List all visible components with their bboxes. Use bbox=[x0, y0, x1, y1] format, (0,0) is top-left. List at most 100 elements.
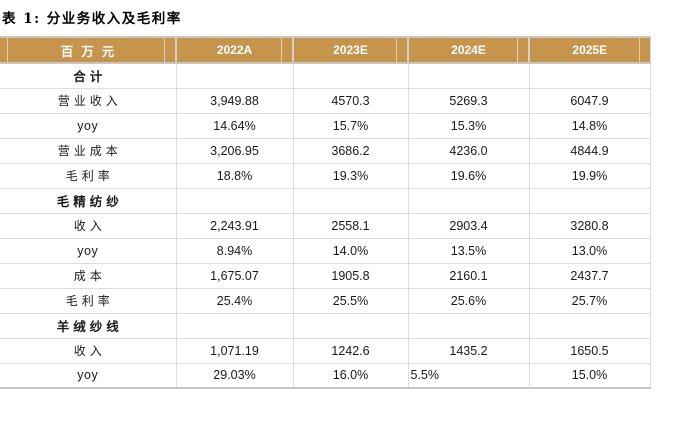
value-cell: 19.6% bbox=[407, 162, 529, 188]
row-label-cell: 收入 bbox=[0, 212, 176, 238]
value-cell: 3,949.88 bbox=[175, 87, 293, 113]
value-cell: 8.94% bbox=[175, 237, 293, 263]
value-cell: 1,071.19 bbox=[175, 337, 293, 363]
row-label: 毛精纺纱 bbox=[56, 194, 123, 209]
row-label-cell: yoy bbox=[0, 112, 176, 138]
data-row: 成本 1,675.07 1905.8 2160.1 2437.7 bbox=[0, 262, 650, 288]
value-cell bbox=[175, 187, 293, 213]
row-label-cell: 毛精纺纱 bbox=[0, 187, 176, 213]
value-cell: 25.7% bbox=[528, 287, 650, 313]
data-row: 营业成本 3,206.95 3686.2 4236.0 4844.9 bbox=[0, 137, 650, 163]
section-row: 毛精纺纱 bbox=[0, 187, 650, 213]
value-cell bbox=[407, 312, 529, 338]
business-revenue-margin-table: 百万元 2022A 2023E 2024E 2025E 合计营业收入 3,949.… bbox=[0, 36, 651, 389]
value-cell bbox=[407, 187, 529, 213]
row-label: yoy bbox=[77, 118, 99, 133]
value-cell: 5.5% bbox=[407, 362, 529, 389]
row-label: 合计 bbox=[73, 69, 107, 85]
row-label-cell: 合计 bbox=[0, 62, 176, 88]
data-row: 毛利率 18.8% 19.3% 19.6% 19.9% bbox=[0, 162, 650, 188]
value-cell: 29.03% bbox=[175, 362, 293, 389]
row-label-cell: 营业成本 bbox=[0, 137, 176, 163]
value-cell: 4844.9 bbox=[528, 137, 650, 163]
value-cell: 4236.0 bbox=[407, 137, 529, 163]
data-row: yoy 29.03% 16.0% 5.5% 15.0% bbox=[0, 362, 650, 389]
value-cell: 25.5% bbox=[292, 287, 408, 313]
table-title: 表 1: 分业务收入及毛利率 bbox=[2, 11, 182, 27]
column-header-2025e: 2025E bbox=[528, 36, 650, 64]
value-cell: 2903.4 bbox=[407, 212, 529, 238]
value-cell: 15.7% bbox=[292, 112, 408, 138]
data-row: 收入 1,071.19 1242.6 1435.2 1650.5 bbox=[0, 337, 650, 363]
row-label: yoy bbox=[77, 243, 99, 258]
value-cell: 19.9% bbox=[528, 162, 650, 188]
value-cell bbox=[528, 62, 650, 88]
row-label-cell: yoy bbox=[0, 237, 176, 263]
table-body: 合计营业收入 3,949.88 4570.3 5269.3 6047.9 yoy 14.64… bbox=[0, 62, 650, 389]
data-row: 营业收入 3,949.88 4570.3 5269.3 6047.9 bbox=[0, 87, 650, 113]
row-label: 收入 bbox=[73, 344, 106, 358]
value-cell: 13.5% bbox=[407, 237, 529, 263]
value-cell bbox=[292, 62, 408, 88]
value-cell: 3,206.95 bbox=[175, 137, 293, 163]
value-cell: 15.3% bbox=[407, 112, 529, 138]
row-label: 营业成本 bbox=[57, 144, 122, 158]
section-row: 羊绒纱线 bbox=[0, 312, 650, 338]
value-cell bbox=[407, 62, 529, 88]
value-cell: 14.8% bbox=[528, 112, 650, 138]
value-cell: 1242.6 bbox=[292, 337, 408, 363]
table-header-row: 百万元 2022A 2023E 2024E 2025E bbox=[0, 36, 650, 64]
column-header-2024e: 2024E bbox=[407, 36, 529, 64]
data-row: yoy 14.64% 15.7% 15.3% 14.8% bbox=[0, 112, 650, 138]
value-cell: 2558.1 bbox=[292, 212, 408, 238]
value-cell: 19.3% bbox=[292, 162, 408, 188]
row-label-cell: 羊绒纱线 bbox=[0, 312, 176, 338]
row-label-cell: 收入 bbox=[0, 337, 176, 363]
value-cell bbox=[292, 312, 408, 338]
value-cell: 13.0% bbox=[528, 237, 650, 263]
value-cell bbox=[528, 187, 650, 213]
column-header-unit: 百万元 bbox=[0, 36, 176, 64]
row-label: 羊绒纱线 bbox=[56, 319, 123, 334]
data-row: 收入 2,243.91 2558.1 2903.4 3280.8 bbox=[0, 212, 650, 238]
section-row: 合计 bbox=[0, 62, 650, 88]
value-cell: 3280.8 bbox=[528, 212, 650, 238]
value-cell: 2437.7 bbox=[528, 262, 650, 288]
value-cell bbox=[292, 187, 408, 213]
data-row: yoy 8.94% 14.0% 13.5% 13.0% bbox=[0, 237, 650, 263]
row-label: yoy bbox=[77, 368, 99, 383]
data-row: 毛利率 25.4% 25.5% 25.6% 25.7% bbox=[0, 287, 650, 313]
row-label: 成本 bbox=[73, 269, 106, 283]
value-cell: 1650.5 bbox=[528, 337, 650, 363]
value-cell: 18.8% bbox=[175, 162, 293, 188]
value-cell: 16.0% bbox=[292, 362, 408, 389]
row-label-cell: 营业收入 bbox=[0, 87, 176, 113]
row-label: 营业收入 bbox=[57, 94, 122, 108]
value-cell: 1905.8 bbox=[292, 262, 408, 288]
value-cell bbox=[175, 312, 293, 338]
value-cell: 6047.9 bbox=[528, 87, 650, 113]
value-cell: 25.6% bbox=[407, 287, 529, 313]
value-cell: 15.0% bbox=[528, 362, 650, 389]
row-label-cell: 毛利率 bbox=[0, 162, 176, 188]
row-label: 毛利率 bbox=[65, 294, 114, 308]
value-cell: 1,675.07 bbox=[175, 262, 293, 288]
row-label: 收入 bbox=[73, 219, 106, 233]
value-cell: 25.4% bbox=[175, 287, 293, 313]
value-cell bbox=[175, 62, 293, 88]
value-cell: 2160.1 bbox=[407, 262, 529, 288]
value-cell: 14.0% bbox=[292, 237, 408, 263]
column-header-2022a: 2022A bbox=[175, 36, 293, 64]
value-cell: 3686.2 bbox=[292, 137, 408, 163]
row-label: 毛利率 bbox=[65, 169, 114, 183]
row-label-cell: 毛利率 bbox=[0, 287, 176, 313]
value-cell: 14.64% bbox=[175, 112, 293, 138]
value-cell bbox=[528, 312, 650, 338]
value-cell: 1435.2 bbox=[407, 337, 529, 363]
value-cell: 2,243.91 bbox=[175, 212, 293, 238]
row-label-cell: yoy bbox=[0, 362, 176, 389]
row-label-cell: 成本 bbox=[0, 262, 176, 288]
column-header-2023e: 2023E bbox=[292, 36, 408, 64]
value-cell: 4570.3 bbox=[292, 87, 408, 113]
value-cell: 5269.3 bbox=[407, 87, 529, 113]
